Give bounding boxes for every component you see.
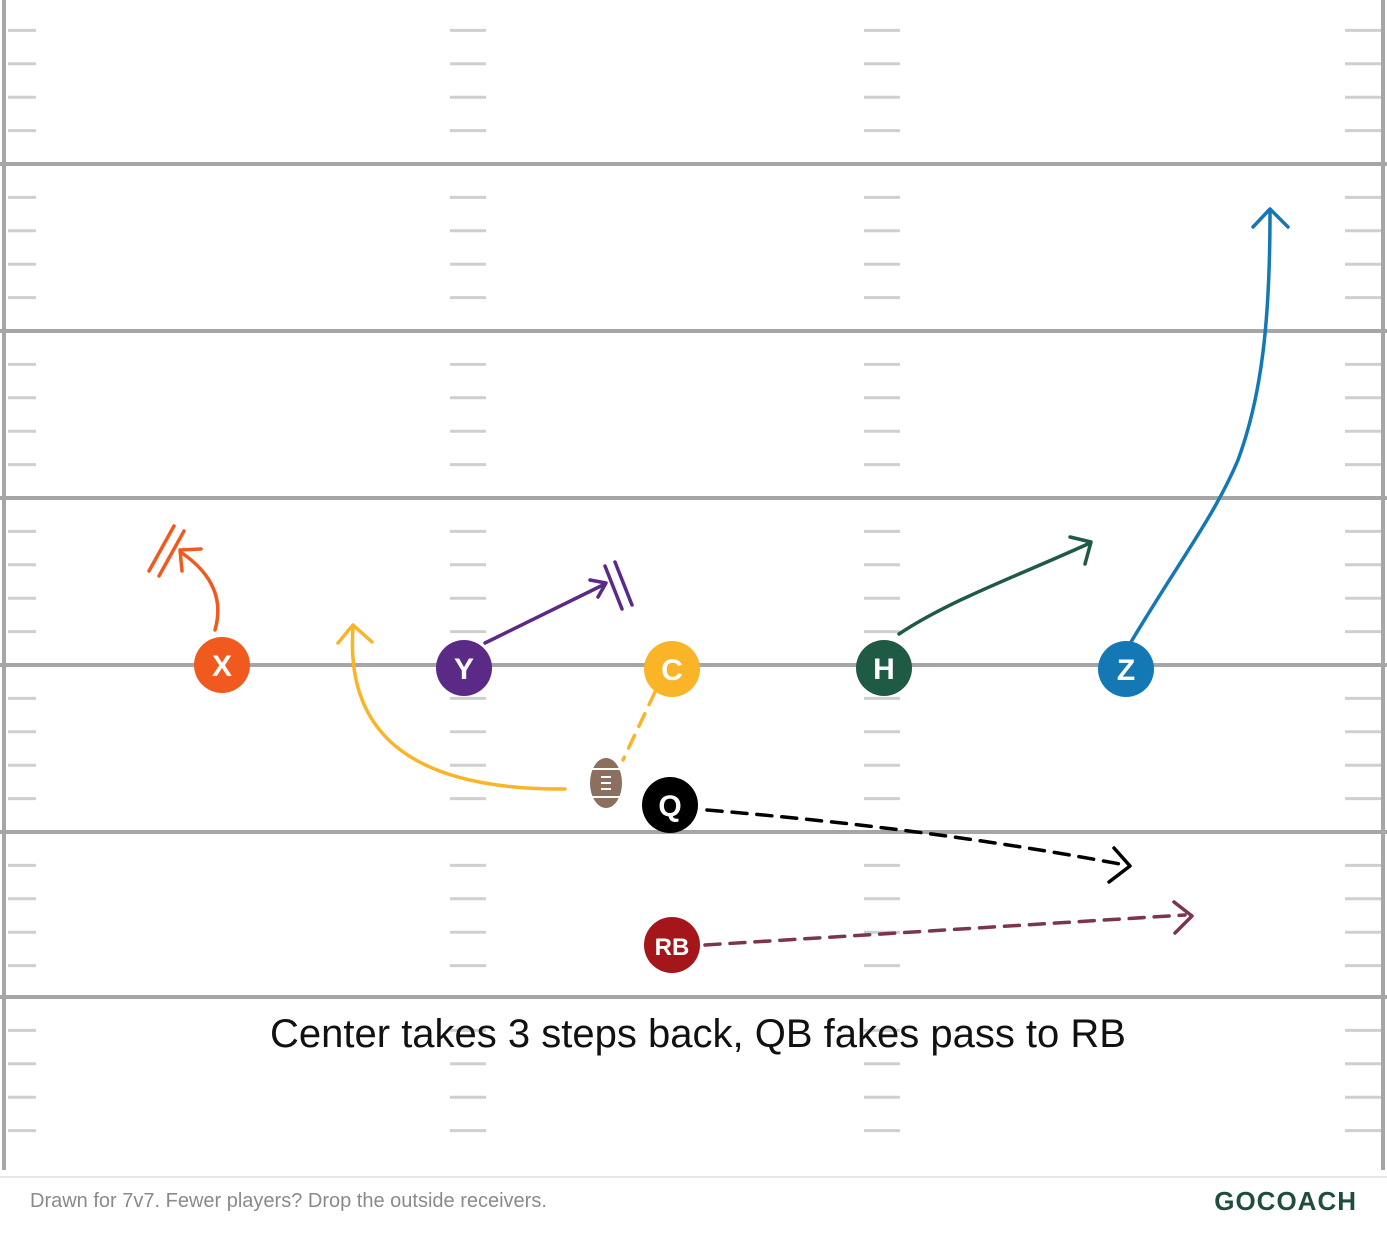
player-y[interactable]: Y xyxy=(436,640,492,696)
player-c-label: C xyxy=(661,654,683,687)
route-h xyxy=(897,535,1093,636)
route-y-path xyxy=(483,582,607,645)
route-z-path xyxy=(1129,210,1272,644)
player-rb[interactable]: RB xyxy=(644,917,700,973)
players: X Y C H Z Q RB xyxy=(194,637,1154,973)
player-x-marker xyxy=(194,637,250,693)
player-y-marker xyxy=(436,640,492,696)
player-rb-label: RB xyxy=(655,934,690,961)
routes xyxy=(147,207,1290,947)
football-icon xyxy=(590,758,622,808)
route-x-path xyxy=(180,551,220,632)
player-h-marker xyxy=(856,640,912,696)
player-rb-marker xyxy=(644,917,700,973)
route-h-arrowhead xyxy=(1068,535,1093,566)
route-y-arrowhead xyxy=(588,578,608,599)
play-caption: Center takes 3 steps back, QB fakes pass… xyxy=(270,1012,1126,1056)
route-rb-path xyxy=(703,913,1187,947)
route-q-arrowhead xyxy=(1107,846,1132,884)
player-c-marker xyxy=(644,641,700,697)
route-x-arrowhead xyxy=(178,547,203,573)
player-h-label: H xyxy=(873,653,895,686)
footer-note: Drawn for 7v7. Fewer players? Drop the o… xyxy=(30,1190,547,1212)
hash-marks xyxy=(8,28,1381,1133)
player-q-marker xyxy=(642,777,698,833)
route-x-block-mark-2 xyxy=(157,529,186,578)
player-q-label: Q xyxy=(658,790,681,823)
player-h[interactable]: H xyxy=(856,640,912,696)
route-q-path xyxy=(705,808,1122,866)
route-z-arrowhead xyxy=(1251,207,1290,229)
route-z xyxy=(1129,207,1290,644)
player-c[interactable]: C xyxy=(644,641,700,697)
route-rb xyxy=(703,900,1194,947)
route-q xyxy=(705,808,1132,884)
player-z[interactable]: Z xyxy=(1098,641,1154,697)
player-q[interactable]: Q xyxy=(642,777,698,833)
route-c-snap-path xyxy=(621,690,657,762)
route-y xyxy=(483,560,634,645)
route-rb-arrowhead xyxy=(1172,900,1194,935)
player-x[interactable]: X xyxy=(194,637,250,693)
route-y-block-mark-1 xyxy=(603,564,624,611)
route-c-arrowhead xyxy=(336,623,374,645)
player-z-label: Z xyxy=(1117,654,1135,687)
route-x xyxy=(147,524,220,632)
brand-logo: GOCOACH xyxy=(1214,1186,1357,1216)
player-y-label: Y xyxy=(454,653,474,686)
route-y-block-mark-2 xyxy=(613,560,634,607)
route-x-block-mark-1 xyxy=(147,524,176,573)
field-markings xyxy=(0,0,1387,1170)
player-z-marker xyxy=(1098,641,1154,697)
route-c xyxy=(336,623,657,791)
player-x-label: X xyxy=(212,650,232,683)
route-c-path xyxy=(350,626,567,791)
route-h-path xyxy=(897,541,1092,636)
